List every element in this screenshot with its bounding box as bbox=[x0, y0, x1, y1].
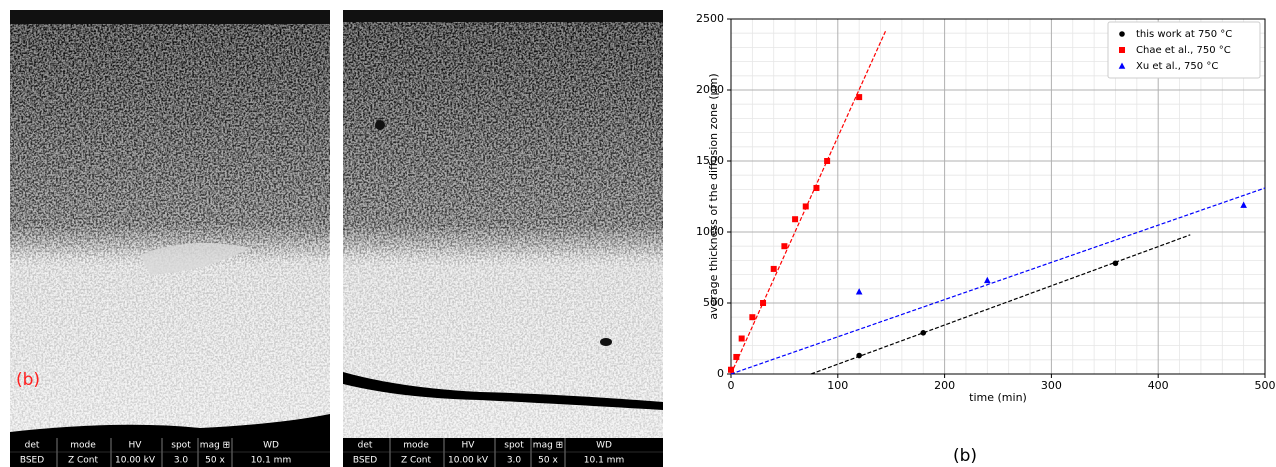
legend-label: this work at 750 °C bbox=[1136, 29, 1232, 40]
info-value: 3.0 bbox=[507, 456, 522, 466]
data-point bbox=[824, 158, 830, 164]
data-point bbox=[781, 243, 787, 249]
legend-label: Chae et al., 750 °C bbox=[1136, 45, 1231, 56]
legend-label: Xu et al., 750 °C bbox=[1136, 61, 1218, 72]
data-point bbox=[984, 277, 991, 283]
figure: det mode HV spot mag ⊞ WD BSED Z Cont 10.00 kV 3.… bbox=[0, 0, 1276, 467]
info-header: det bbox=[25, 441, 40, 451]
data-point bbox=[920, 330, 926, 336]
info-header: mode bbox=[70, 441, 96, 451]
info-value: Z Cont bbox=[401, 456, 432, 466]
caption: (b) bbox=[953, 446, 977, 466]
y-tick-label: 0 bbox=[717, 367, 724, 380]
info-value: 10.00 kV bbox=[448, 456, 489, 466]
data-point bbox=[856, 94, 862, 100]
fit-line bbox=[731, 30, 886, 374]
info-header: WD bbox=[596, 441, 612, 451]
info-value: 10.1 mm bbox=[584, 456, 624, 466]
x-tick-label: 300 bbox=[1041, 379, 1062, 392]
data-point bbox=[749, 314, 755, 320]
x-tick-label: 100 bbox=[827, 379, 848, 392]
data-point bbox=[728, 367, 734, 373]
info-value: 50 x bbox=[538, 456, 558, 466]
x-tick-label: 400 bbox=[1148, 379, 1169, 392]
info-header: HV bbox=[462, 441, 476, 451]
info-value: BSED bbox=[20, 456, 44, 466]
data-point bbox=[813, 185, 819, 191]
info-header: mode bbox=[403, 441, 429, 451]
y-tick-label: 2500 bbox=[696, 12, 724, 25]
data-point bbox=[1240, 202, 1247, 208]
info-header: spot bbox=[504, 441, 524, 451]
info-value: BSED bbox=[353, 456, 377, 466]
data-point bbox=[1113, 260, 1119, 266]
data-point bbox=[739, 336, 745, 342]
sem-image: det mode HV spot mag ⊞ WD BSED Z Cont 10.00 kV 3.… bbox=[343, 10, 663, 467]
data-point bbox=[792, 216, 798, 222]
sem-image: det mode HV spot mag ⊞ WD BSED Z Cont 10.00 kV 3.… bbox=[10, 10, 330, 467]
x-tick-label: 500 bbox=[1255, 379, 1276, 392]
info-header: HV bbox=[129, 441, 143, 451]
data-point bbox=[803, 203, 809, 209]
x-tick-label: 0 bbox=[728, 379, 735, 392]
info-header: mag ⊞ bbox=[533, 441, 563, 451]
panel-label: (b) bbox=[16, 370, 40, 390]
y-axis-label: average thickness of the diffusion zone … bbox=[707, 73, 720, 319]
data-point bbox=[733, 354, 739, 360]
fit-line bbox=[811, 235, 1190, 374]
legend-marker bbox=[1119, 47, 1125, 53]
info-header: WD bbox=[263, 441, 279, 451]
data-point bbox=[771, 266, 777, 272]
x-tick-label: 200 bbox=[934, 379, 955, 392]
info-value: 50 x bbox=[205, 456, 225, 466]
info-header: mag ⊞ bbox=[200, 441, 230, 451]
info-header: det bbox=[358, 441, 373, 451]
info-value: Z Cont bbox=[68, 456, 99, 466]
fit-line bbox=[731, 188, 1265, 374]
info-value: 3.0 bbox=[174, 456, 189, 466]
legend-marker bbox=[1119, 31, 1125, 37]
data-point bbox=[856, 353, 862, 359]
x-axis-label: time (min) bbox=[969, 391, 1027, 404]
info-header: spot bbox=[171, 441, 191, 451]
data-point bbox=[760, 300, 766, 306]
info-value: 10.1 mm bbox=[251, 456, 291, 466]
info-value: 10.00 kV bbox=[115, 456, 156, 466]
